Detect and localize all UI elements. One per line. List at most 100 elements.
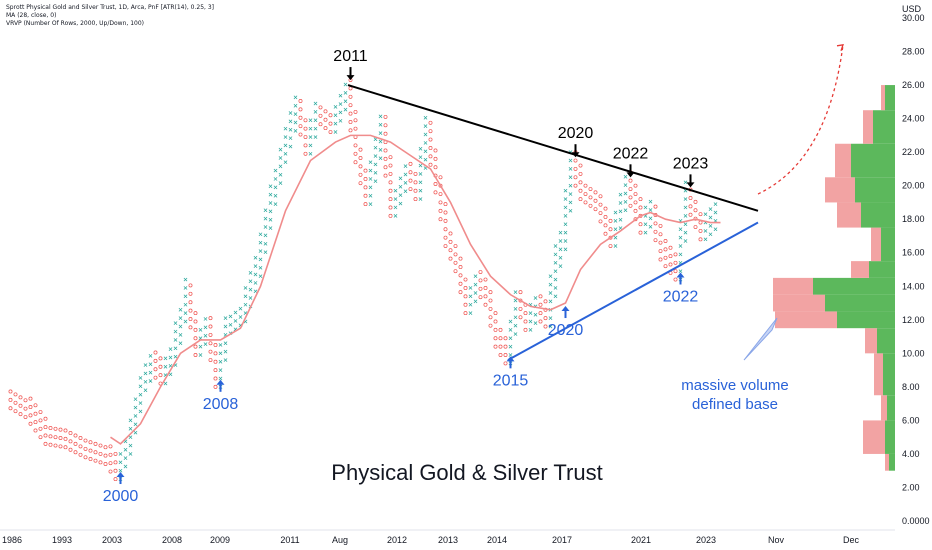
pnf-o-box [208, 332, 213, 337]
pnf-x-box [418, 180, 423, 185]
pnf-o-box [348, 111, 353, 116]
pnf-x-box [468, 294, 473, 299]
pnf-x-box [283, 143, 288, 148]
pnf-o-box [478, 286, 483, 291]
pnf-x-box [123, 456, 128, 460]
pnf-o-box [663, 247, 668, 252]
pnf-x-box [703, 229, 708, 233]
pnf-x-box [143, 388, 148, 393]
pnf-x-box [558, 230, 563, 235]
pnf-o-box [433, 165, 438, 170]
pnf-x-box [133, 405, 138, 410]
pnf-x-box [283, 160, 288, 165]
pnf-x-box [513, 332, 518, 336]
pnf-x-box [288, 136, 293, 141]
pnf-x-box [553, 286, 558, 290]
pnf-o-box [498, 327, 503, 332]
pnf-o-box [28, 413, 33, 418]
pnf-o-box [428, 129, 433, 134]
pnf-x-box [313, 110, 318, 114]
pnf-x-box [398, 201, 403, 206]
pnf-o-box [88, 440, 93, 445]
pnf-x-box [513, 323, 518, 328]
pnf-o-box [598, 211, 603, 216]
time-axis[interactable]: 1986 1993 2003 2008 2009 2011 Aug 2012 2013 2014 2… [0, 529, 895, 545]
volume-bar-up [883, 353, 895, 396]
pnf-x-box [183, 294, 188, 299]
pnf-o-box [208, 358, 213, 362]
pnf-x-box [283, 135, 288, 139]
pnf-o-box [383, 165, 388, 170]
pnf-x-box [223, 341, 228, 346]
pnf-x-box [563, 230, 568, 235]
pnf-o-box [408, 187, 413, 191]
pnf-x-box [553, 269, 558, 274]
pnf-x-box [228, 314, 233, 319]
pnf-o-box [383, 114, 388, 119]
pnf-o-box [493, 344, 498, 349]
pnf-x-box [218, 376, 223, 381]
pnf-o-box [463, 311, 468, 316]
pnf-o-box [83, 438, 88, 443]
pnf-x-box [678, 227, 683, 232]
pnf-x-box [648, 224, 653, 229]
pnf-o-box [628, 178, 633, 183]
pnf-x-box [703, 212, 708, 217]
pnf-x-box [233, 319, 238, 323]
pnf-o-box [98, 451, 103, 456]
pnf-o-box [668, 254, 673, 259]
pnf-x-box [128, 443, 133, 448]
pnf-o-box [153, 375, 158, 380]
pnf-x-box [568, 200, 573, 205]
pnf-x-box [403, 181, 408, 185]
pnf-o-box [593, 198, 598, 203]
pnf-x-box [308, 151, 313, 156]
pnf-x-box [203, 342, 208, 346]
pnf-o-box [488, 298, 493, 303]
legend-vrvp: VRVP (Number Of Rows, 2000, Up/Down, 100… [6, 20, 144, 27]
volume-bar-down [775, 311, 837, 329]
pnf-o-box [303, 143, 308, 148]
pnf-x-box [568, 175, 573, 180]
pnf-x-box [553, 260, 558, 265]
pnf-x-box [243, 302, 248, 307]
pnf-o-box [538, 294, 543, 299]
volume-bar-down [851, 261, 869, 278]
pnf-x-box [548, 316, 553, 320]
pnf-o-box [213, 368, 218, 373]
pnf-x-box [563, 213, 568, 218]
volume-bar-up [885, 420, 895, 454]
pnf-x-box [423, 149, 428, 154]
pnf-x-box [618, 209, 623, 214]
pnf-x-box [313, 126, 318, 131]
chart-legend: Sprott Physical Gold and Silver Trust, 1… [6, 4, 214, 28]
pnf-o-box [318, 113, 323, 118]
pnf-x-box [268, 209, 273, 214]
pnf-x-box [283, 126, 288, 131]
pnf-x-box [148, 354, 153, 358]
pnf-x-box [423, 115, 428, 120]
pnf-x-box [508, 328, 513, 332]
pnf-x-box [173, 346, 178, 351]
y-tick-label: 14.00 [902, 281, 925, 291]
pnf-o-box [458, 256, 463, 261]
pnf-x-box [618, 192, 623, 197]
legend-ma: MA (28, close, 0) [6, 12, 57, 19]
support-line [507, 221, 759, 361]
pnf-o-box [348, 86, 353, 91]
pnf-x-box [248, 271, 253, 275]
pnf-o-box [18, 403, 23, 408]
pnf-x-box [553, 277, 558, 282]
pnf-o-box [358, 147, 363, 152]
y-tick-label: 12.00 [902, 315, 925, 325]
pnf-o-box [208, 349, 213, 354]
pnf-o-box [498, 353, 503, 357]
pnf-o-box [433, 182, 438, 186]
pnf-x-box [293, 95, 298, 100]
pnf-o-box [83, 446, 88, 451]
pnf-o-box [23, 415, 28, 419]
pnf-x-box [263, 250, 268, 255]
pnf-x-box [143, 363, 148, 367]
